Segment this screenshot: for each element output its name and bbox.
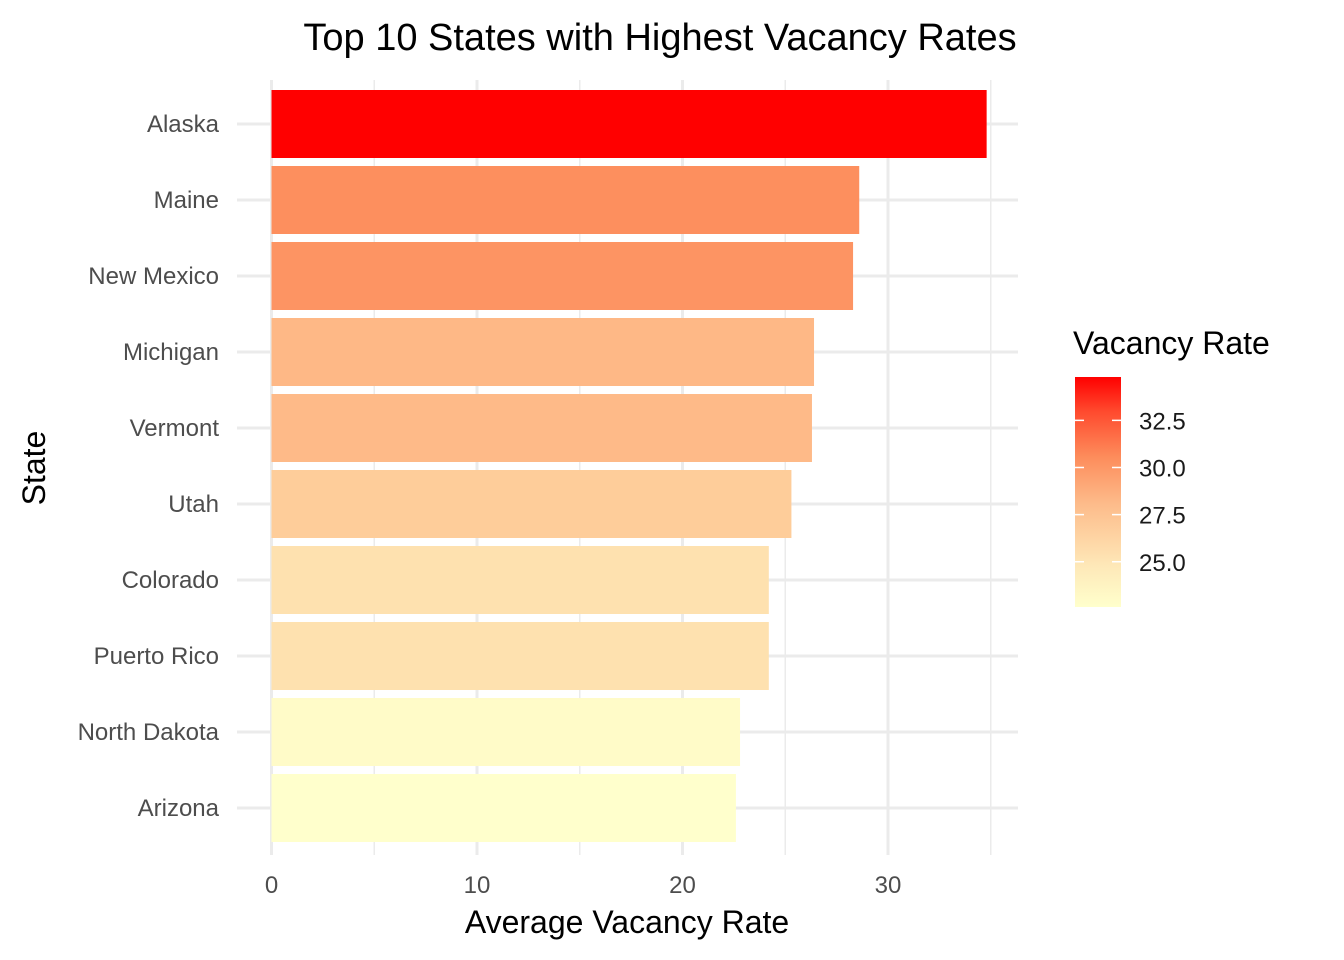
y-tick-label: Utah: [168, 491, 219, 518]
x-tick-label: 30: [875, 872, 902, 899]
bar-north-dakota: [271, 698, 741, 766]
bar-michigan: [271, 318, 815, 386]
y-tick-label: Vermont: [130, 415, 220, 442]
bar-utah: [271, 470, 792, 538]
x-tick-labels: 0 10 20 30: [265, 872, 902, 899]
legend-tick-label: 32.5: [1139, 408, 1186, 435]
legend-ticks: 25.0 27.5 30.0 32.5: [1075, 408, 1186, 577]
x-axis-title: Average Vacancy Rate: [465, 904, 789, 940]
bar-alaska: [271, 90, 987, 158]
bar-maine: [271, 166, 860, 234]
chart-title: Top 10 States with Highest Vacancy Rates: [303, 17, 1016, 59]
x-tick-label: 20: [669, 872, 696, 899]
legend-tick-label: 30.0: [1139, 455, 1186, 482]
legend-tick-label: 27.5: [1139, 503, 1186, 530]
x-tick-label: 10: [464, 872, 491, 899]
y-axis-title: State: [16, 431, 52, 506]
legend-tick-label: 25.0: [1139, 550, 1186, 577]
legend-title: Vacancy Rate: [1073, 325, 1270, 361]
y-tick-label: Michigan: [123, 339, 219, 366]
bar-new-mexico: [271, 242, 854, 310]
legend-colorbar: [1075, 377, 1121, 607]
x-tick-label: 0: [265, 872, 278, 899]
y-tick-label: New Mexico: [88, 263, 219, 290]
bars: [271, 90, 987, 842]
bar-vermont: [271, 394, 812, 462]
y-tick-label: North Dakota: [78, 719, 220, 746]
y-tick-labels: Alaska Maine New Mexico Michigan Vermont Utah…: [78, 111, 220, 822]
y-tick-label: Colorado: [122, 567, 219, 594]
y-tick-label: Maine: [154, 187, 219, 214]
y-tick-label: Arizona: [138, 795, 220, 822]
bar-colorado: [271, 546, 769, 614]
bar-puerto-rico: [271, 622, 769, 690]
y-tick-label: Puerto Rico: [94, 643, 219, 670]
legend: Vacancy Rate 25.0 27.5 30.0 32.5: [1073, 325, 1270, 607]
y-tick-label: Alaska: [147, 111, 220, 138]
bar-arizona: [271, 774, 736, 842]
